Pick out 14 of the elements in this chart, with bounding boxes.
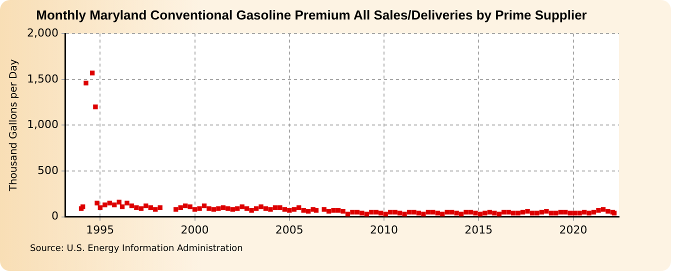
x-tick-label: 1995	[86, 223, 114, 236]
x-tick-label: 2005	[275, 223, 304, 236]
chart-title: Monthly Maryland Conventional Gasoline Premium All Sales/Deliveries by Prime Supplier	[36, 7, 587, 22]
y-tick-label: 500	[37, 164, 58, 177]
x-tick-label: 2000	[180, 223, 209, 236]
x-tick-label: 2020	[559, 223, 588, 236]
x-tick-label: 2015	[464, 223, 493, 236]
y-axis-title: Thousand Gallons per Day	[8, 59, 20, 192]
source-note: Source: U.S. Energy Information Administration	[30, 244, 243, 254]
y-tick-label: 2,000	[26, 26, 58, 40]
y-tick-label: 1,500	[26, 72, 58, 86]
x-tick-label: 2010	[370, 223, 398, 236]
y-tick-label: 1,000	[26, 118, 58, 132]
y-tick-label: 0	[51, 210, 58, 223]
